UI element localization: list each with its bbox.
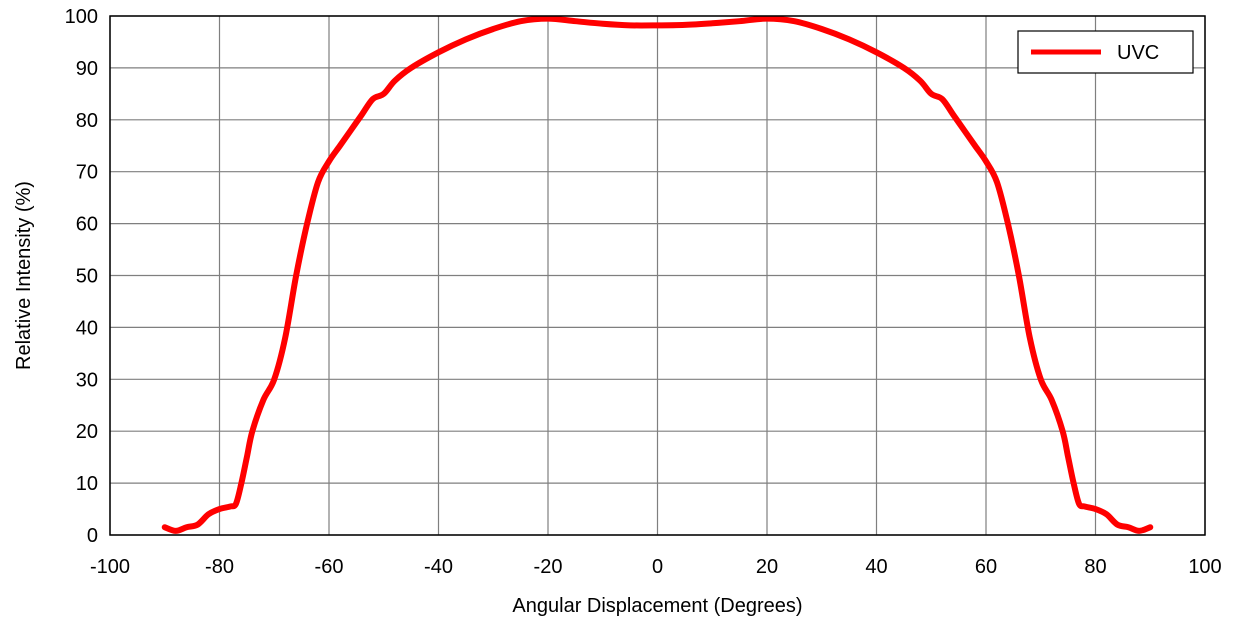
x-axis-title: Angular Displacement (Degrees): [512, 595, 802, 617]
x-tick-label: 80: [1084, 556, 1106, 578]
x-tick-label: 100: [1188, 556, 1221, 578]
series-layer: [161, 15, 1154, 534]
x-tick-label: -40: [424, 556, 453, 578]
y-tick-label: 90: [76, 58, 98, 80]
plot-area-border: [109, 15, 1206, 536]
x-tick-label: -60: [315, 556, 344, 578]
x-tick-label: 60: [975, 556, 997, 578]
legend: UVC: [1017, 30, 1194, 74]
y-axis-title: Relative Intensity (%): [13, 181, 35, 370]
y-tick-label: 10: [76, 473, 98, 495]
y-tick-label: 60: [76, 214, 98, 236]
x-tick-label: -20: [534, 556, 563, 578]
x-tick-label: 40: [865, 556, 887, 578]
x-tick-label: -100: [90, 556, 130, 578]
y-tick-label: 40: [76, 317, 98, 339]
legend-label-uvc: UVC: [1117, 42, 1159, 64]
y-tick-label: 20: [76, 421, 98, 443]
y-tick-label: 70: [76, 162, 98, 184]
x-tick-label: 20: [756, 556, 778, 578]
x-tick-label: 0: [652, 556, 663, 578]
y-tick-label: 100: [65, 6, 98, 28]
x-tick-label: -80: [205, 556, 234, 578]
y-tick-label: 0: [87, 525, 98, 547]
tick-labels: -100 -80 -60 -40 -20 0 20 40 60 80 100 0 10 20 30 40 50 6…: [65, 6, 1222, 578]
series-line-uvc: [161, 15, 1154, 534]
y-tick-label: 30: [76, 369, 98, 391]
y-tick-label: 50: [76, 266, 98, 288]
y-tick-label: 80: [76, 110, 98, 132]
